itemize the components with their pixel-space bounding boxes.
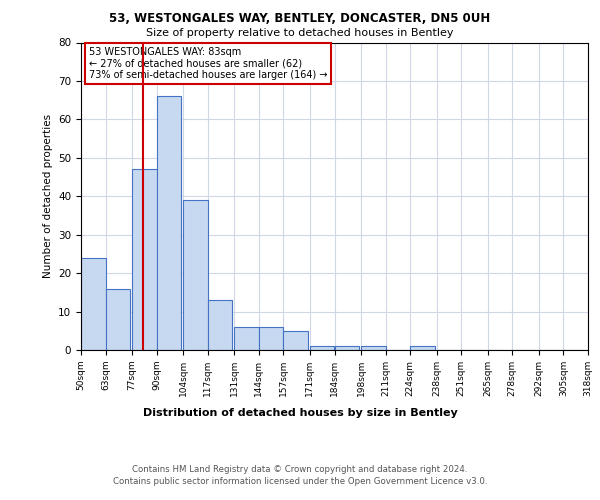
Bar bbox=[132, 170, 157, 350]
Bar bbox=[283, 331, 308, 350]
Bar bbox=[106, 288, 130, 350]
Bar bbox=[157, 96, 181, 350]
Bar bbox=[81, 258, 106, 350]
Text: 53 WESTONGALES WAY: 83sqm
← 27% of detached houses are smaller (62)
73% of semi-: 53 WESTONGALES WAY: 83sqm ← 27% of detac… bbox=[89, 47, 327, 80]
Bar bbox=[208, 300, 232, 350]
Text: Size of property relative to detached houses in Bentley: Size of property relative to detached ho… bbox=[146, 28, 454, 38]
Bar bbox=[361, 346, 386, 350]
Bar bbox=[234, 327, 259, 350]
Text: 53, WESTONGALES WAY, BENTLEY, DONCASTER, DN5 0UH: 53, WESTONGALES WAY, BENTLEY, DONCASTER,… bbox=[109, 12, 491, 26]
Bar bbox=[335, 346, 359, 350]
Text: Distribution of detached houses by size in Bentley: Distribution of detached houses by size … bbox=[143, 408, 457, 418]
Bar bbox=[183, 200, 208, 350]
Text: Contains HM Land Registry data © Crown copyright and database right 2024.: Contains HM Land Registry data © Crown c… bbox=[132, 465, 468, 474]
Text: Contains public sector information licensed under the Open Government Licence v3: Contains public sector information licen… bbox=[113, 478, 487, 486]
Bar bbox=[310, 346, 335, 350]
Bar bbox=[259, 327, 283, 350]
Y-axis label: Number of detached properties: Number of detached properties bbox=[43, 114, 53, 278]
Bar bbox=[410, 346, 435, 350]
